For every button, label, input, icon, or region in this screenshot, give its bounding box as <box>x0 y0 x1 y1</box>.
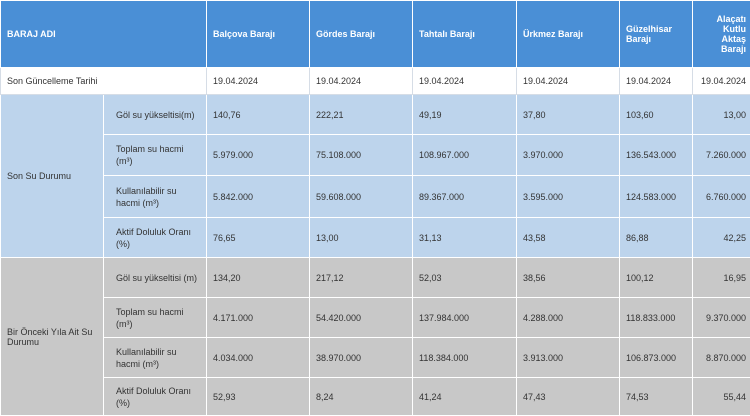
row-label: Göl su yükseltisi(m) <box>104 95 207 135</box>
table-row: Toplam su hacmi (m³) 4.171.000 54.420.00… <box>1 298 750 338</box>
table-cell: 217,12 <box>310 258 413 298</box>
table-cell: 3.970.000 <box>517 135 620 176</box>
table-cell: 3.595.000 <box>517 176 620 218</box>
table-cell: 108.967.000 <box>413 135 517 176</box>
table-cell: 4.171.000 <box>207 298 310 338</box>
header-dam-balcova: Balçova Barajı <box>207 1 310 68</box>
row-label: Aktif Doluluk Oranı (%) <box>104 218 207 258</box>
table-cell: 49,19 <box>413 95 517 135</box>
table-cell: 38,56 <box>517 258 620 298</box>
header-row: BARAJ ADI Balçova Barajı Gördes Barajı T… <box>1 1 750 68</box>
table-cell: 103,60 <box>620 95 693 135</box>
table-cell: 106.873.000 <box>620 338 693 378</box>
table-cell: 118.833.000 <box>620 298 693 338</box>
table-cell: 137.984.000 <box>413 298 517 338</box>
table-cell: 54.420.000 <box>310 298 413 338</box>
table-cell: 13,00 <box>693 95 750 135</box>
header-dam-name: BARAJ ADI <box>1 1 207 68</box>
table-row: Kullanılabilir su hacmi (m³) 4.034.000 3… <box>1 338 750 378</box>
row-label: Toplam su hacmi (m³) <box>104 135 207 176</box>
table-cell: 13,00 <box>310 218 413 258</box>
table-row: Aktif Doluluk Oranı (%) 52,93 8,24 41,24… <box>1 378 750 416</box>
table-row: Kullanılabilir su hacmi (m³) 5.842.000 5… <box>1 176 750 218</box>
table-cell: 55,44 <box>693 378 750 416</box>
table-cell: 9.370.000 <box>693 298 750 338</box>
update-date-cell: 19.04.2024 <box>620 68 693 95</box>
table-cell: 31,13 <box>413 218 517 258</box>
table-cell: 89.367.000 <box>413 176 517 218</box>
table-cell: 59.608.000 <box>310 176 413 218</box>
table-cell: 134,20 <box>207 258 310 298</box>
table-cell: 75.108.000 <box>310 135 413 176</box>
update-date-row: Son Güncelleme Tarihi 19.04.2024 19.04.2… <box>1 68 750 95</box>
header-dam-urkmez: Ürkmez Barajı <box>517 1 620 68</box>
update-date-cell: 19.04.2024 <box>517 68 620 95</box>
table-cell: 124.583.000 <box>620 176 693 218</box>
row-label: Toplam su hacmi (m³) <box>104 298 207 338</box>
update-date-cell: 19.04.2024 <box>310 68 413 95</box>
table-cell: 41,24 <box>413 378 517 416</box>
header-dam-alacati: Alaçatı Kutlu Aktaş Barajı <box>693 1 750 68</box>
row-label: Kullanılabilir su hacmi (m³) <box>104 338 207 378</box>
table-cell: 76,65 <box>207 218 310 258</box>
table-cell: 4.034.000 <box>207 338 310 378</box>
table-cell: 47,43 <box>517 378 620 416</box>
table-row: Son Su Durumu Göl su yükseltisi(m) 140,7… <box>1 95 750 135</box>
table-cell: 8,24 <box>310 378 413 416</box>
update-date-label: Son Güncelleme Tarihi <box>1 68 207 95</box>
table-cell: 52,93 <box>207 378 310 416</box>
table-cell: 8.870.000 <box>693 338 750 378</box>
table-cell: 16,95 <box>693 258 750 298</box>
group-label-previous: Bir Önceki Yıla Ait Su Durumu <box>1 258 104 416</box>
table-cell: 222,21 <box>310 95 413 135</box>
table-cell: 3.913.000 <box>517 338 620 378</box>
update-date-cell: 19.04.2024 <box>413 68 517 95</box>
table-cell: 136.543.000 <box>620 135 693 176</box>
table-cell: 6.760.000 <box>693 176 750 218</box>
table-row: Aktif Doluluk Oranı (%) 76,65 13,00 31,1… <box>1 218 750 258</box>
row-label: Aktif Doluluk Oranı (%) <box>104 378 207 416</box>
table-cell: 52,03 <box>413 258 517 298</box>
table-cell: 5.842.000 <box>207 176 310 218</box>
table-cell: 118.384.000 <box>413 338 517 378</box>
row-label: Kullanılabilir su hacmi (m³) <box>104 176 207 218</box>
row-label: Göl su yükseltisi (m) <box>104 258 207 298</box>
table-cell: 37,80 <box>517 95 620 135</box>
table-cell: 74,53 <box>620 378 693 416</box>
table-row: Toplam su hacmi (m³) 5.979.000 75.108.00… <box>1 135 750 176</box>
update-date-cell: 19.04.2024 <box>207 68 310 95</box>
group-label-current: Son Su Durumu <box>1 95 104 258</box>
header-dam-guzelhisar: Güzelhisar Barajı <box>620 1 693 68</box>
header-dam-gordes: Gördes Barajı <box>310 1 413 68</box>
table-cell: 86,88 <box>620 218 693 258</box>
table-cell: 4.288.000 <box>517 298 620 338</box>
table-cell: 43,58 <box>517 218 620 258</box>
table-cell: 100,12 <box>620 258 693 298</box>
update-date-cell: 19.04.2024 <box>693 68 750 95</box>
table-row: Bir Önceki Yıla Ait Su Durumu Göl su yük… <box>1 258 750 298</box>
table-cell: 7.260.000 <box>693 135 750 176</box>
table-cell: 5.979.000 <box>207 135 310 176</box>
table-cell: 42,25 <box>693 218 750 258</box>
table-cell: 38.970.000 <box>310 338 413 378</box>
header-dam-tahtali: Tahtalı Barajı <box>413 1 517 68</box>
table-cell: 140,76 <box>207 95 310 135</box>
